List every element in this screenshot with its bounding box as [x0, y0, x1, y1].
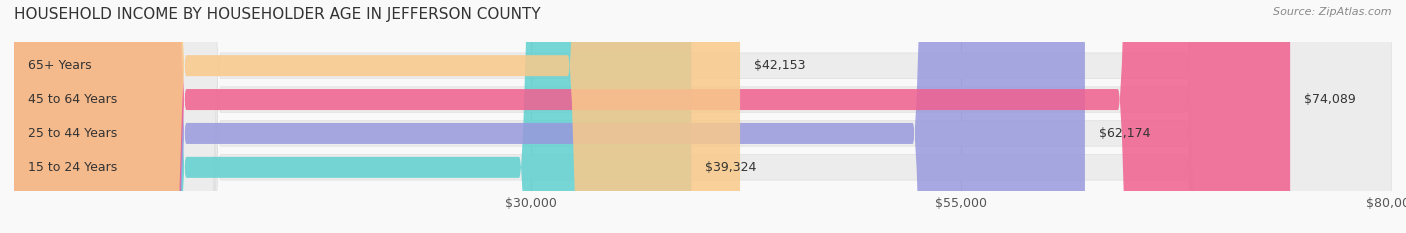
Text: $39,324: $39,324: [706, 161, 756, 174]
Text: $62,174: $62,174: [1098, 127, 1150, 140]
Text: HOUSEHOLD INCOME BY HOUSEHOLDER AGE IN JEFFERSON COUNTY: HOUSEHOLD INCOME BY HOUSEHOLDER AGE IN J…: [14, 7, 541, 22]
Text: Source: ZipAtlas.com: Source: ZipAtlas.com: [1274, 7, 1392, 17]
Text: $74,089: $74,089: [1303, 93, 1355, 106]
Text: 65+ Years: 65+ Years: [28, 59, 91, 72]
FancyBboxPatch shape: [14, 0, 1392, 233]
FancyBboxPatch shape: [14, 0, 1392, 233]
FancyBboxPatch shape: [14, 0, 740, 233]
FancyBboxPatch shape: [14, 0, 692, 233]
Text: 45 to 64 Years: 45 to 64 Years: [28, 93, 117, 106]
FancyBboxPatch shape: [14, 0, 1291, 233]
FancyBboxPatch shape: [14, 0, 1392, 233]
Text: $42,153: $42,153: [754, 59, 806, 72]
FancyBboxPatch shape: [14, 0, 1392, 233]
Text: 15 to 24 Years: 15 to 24 Years: [28, 161, 117, 174]
FancyBboxPatch shape: [14, 0, 1085, 233]
Text: 25 to 44 Years: 25 to 44 Years: [28, 127, 117, 140]
